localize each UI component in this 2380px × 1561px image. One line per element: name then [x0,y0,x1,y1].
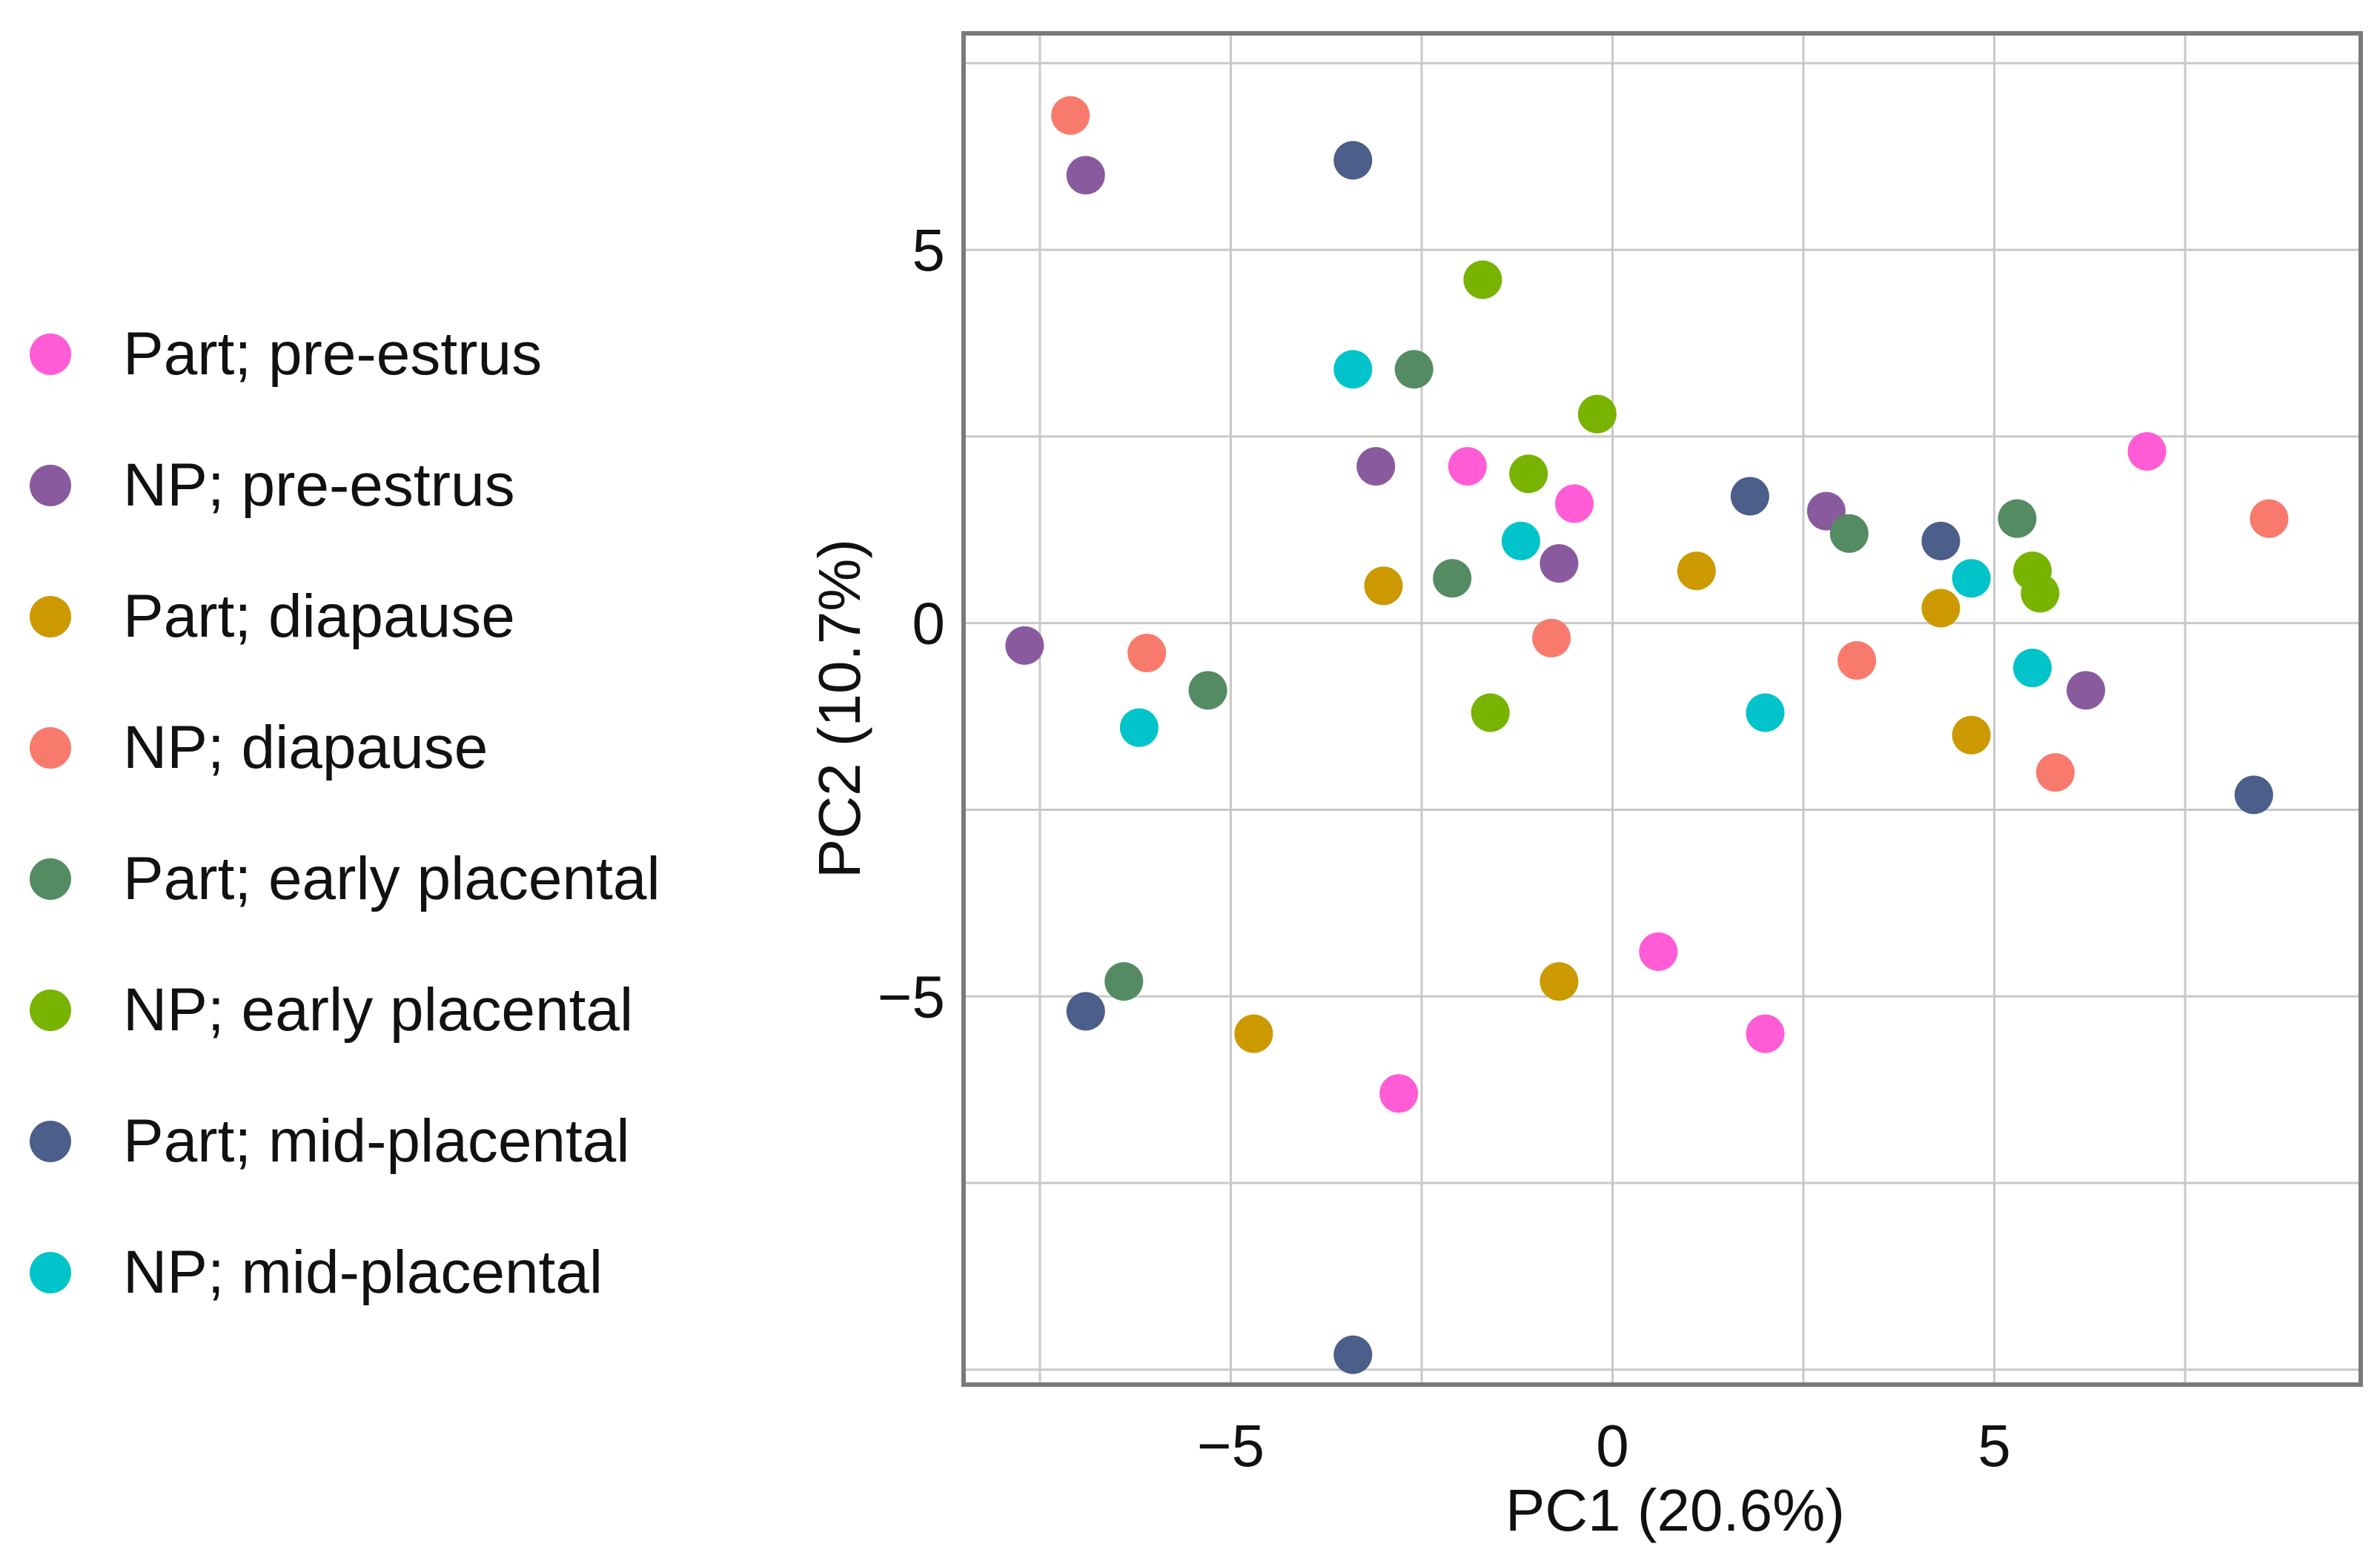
legend-item: NP; pre-estrus [30,435,771,566]
data-point [1448,447,1487,486]
legend-marker [30,727,71,769]
legend-marker [30,990,71,1031]
x-tick-label: −5 [1197,1413,1264,1479]
data-point [1837,641,1877,680]
data-point [1333,350,1373,389]
data-point [1104,962,1144,1001]
legend-label: Part; diapause [123,583,515,650]
legend-marker [30,858,71,900]
data-point [1501,521,1540,560]
data-point [1952,559,1991,598]
data-point [2035,753,2075,792]
data-point [1364,566,1403,606]
data-point [1066,992,1105,1031]
legend-label: Part; mid-placental [123,1107,630,1175]
data-point [1356,447,1396,486]
data-point [1998,499,2037,538]
data-point [1746,693,1785,732]
legend-label: Part; pre-estrus [123,320,543,388]
data-point [1730,477,1769,516]
y-tick-label: −5 [878,964,945,1030]
data-point [2127,432,2167,471]
data-point [1471,693,1510,732]
data-point [1509,454,1548,494]
gridlines [964,33,2361,1385]
data-point [1555,484,1594,523]
x-tick-label: 0 [1596,1413,1629,1479]
legend-marker [30,334,71,375]
tick-labels: −5 0 5 −5 0 5 [878,217,2011,1479]
data-point [1539,962,1579,1001]
data-point [1234,1014,1273,1053]
x-tick-label: 5 [1978,1413,2011,1479]
legend-item: NP; early placental [30,960,771,1091]
data-point [1333,141,1373,180]
legend-item: Part; pre-estrus [30,304,771,435]
data-point [2234,775,2273,815]
data-point [1433,559,1472,598]
data-point [1127,633,1167,672]
y-tick-label: 5 [912,217,946,283]
data-point [1532,618,1571,657]
data-point [1066,156,1105,195]
legend-item: Part; diapause [30,566,771,697]
data-point [1539,544,1579,583]
y-axis-title: PC2 (10.7%) [806,539,872,878]
legend-label: Part; early placental [123,845,660,912]
y-tick-label: 0 [912,591,946,657]
data-points [1005,96,2289,1374]
data-point [1639,932,1678,971]
data-point [1952,715,1991,755]
data-point [1677,551,1716,591]
legend-label: NP; pre-estrus [123,451,515,519]
legend-marker [30,465,71,506]
data-point [1051,96,1090,135]
legend-label: NP; early placental [123,976,634,1044]
legend-marker [30,1121,71,1162]
data-point [2021,574,2060,613]
data-point [1005,626,1044,665]
data-point [1119,708,1158,747]
data-point [1577,394,1617,434]
data-point [1746,1014,1785,1053]
data-point [2250,499,2289,538]
data-point [1463,260,1502,299]
data-point [1379,1074,1419,1113]
data-point [1921,521,1960,560]
legend-item: Part; mid-placental [30,1091,771,1222]
legend-item: Part; early placental [30,829,771,960]
legend-marker [30,1252,71,1293]
legend-item: NP; diapause [30,697,771,829]
data-point [1921,589,1960,628]
plot-frame [961,31,2363,1387]
data-point [2066,671,2106,710]
legend-label: NP; mid-placental [123,1239,603,1306]
legend-label: NP; diapause [123,714,488,781]
legend-item: NP; mid-placental [30,1222,771,1353]
x-axis-title: PC1 (20.6%) [1505,1477,1845,1543]
legend: Part; pre-estrus NP; pre-estrus Part; diap… [30,304,771,1353]
data-point [1333,1335,1373,1374]
data-point [2013,649,2052,688]
legend-marker [30,596,71,637]
data-point [1188,671,1227,710]
data-point [1394,350,1433,389]
data-point [1829,514,1869,553]
